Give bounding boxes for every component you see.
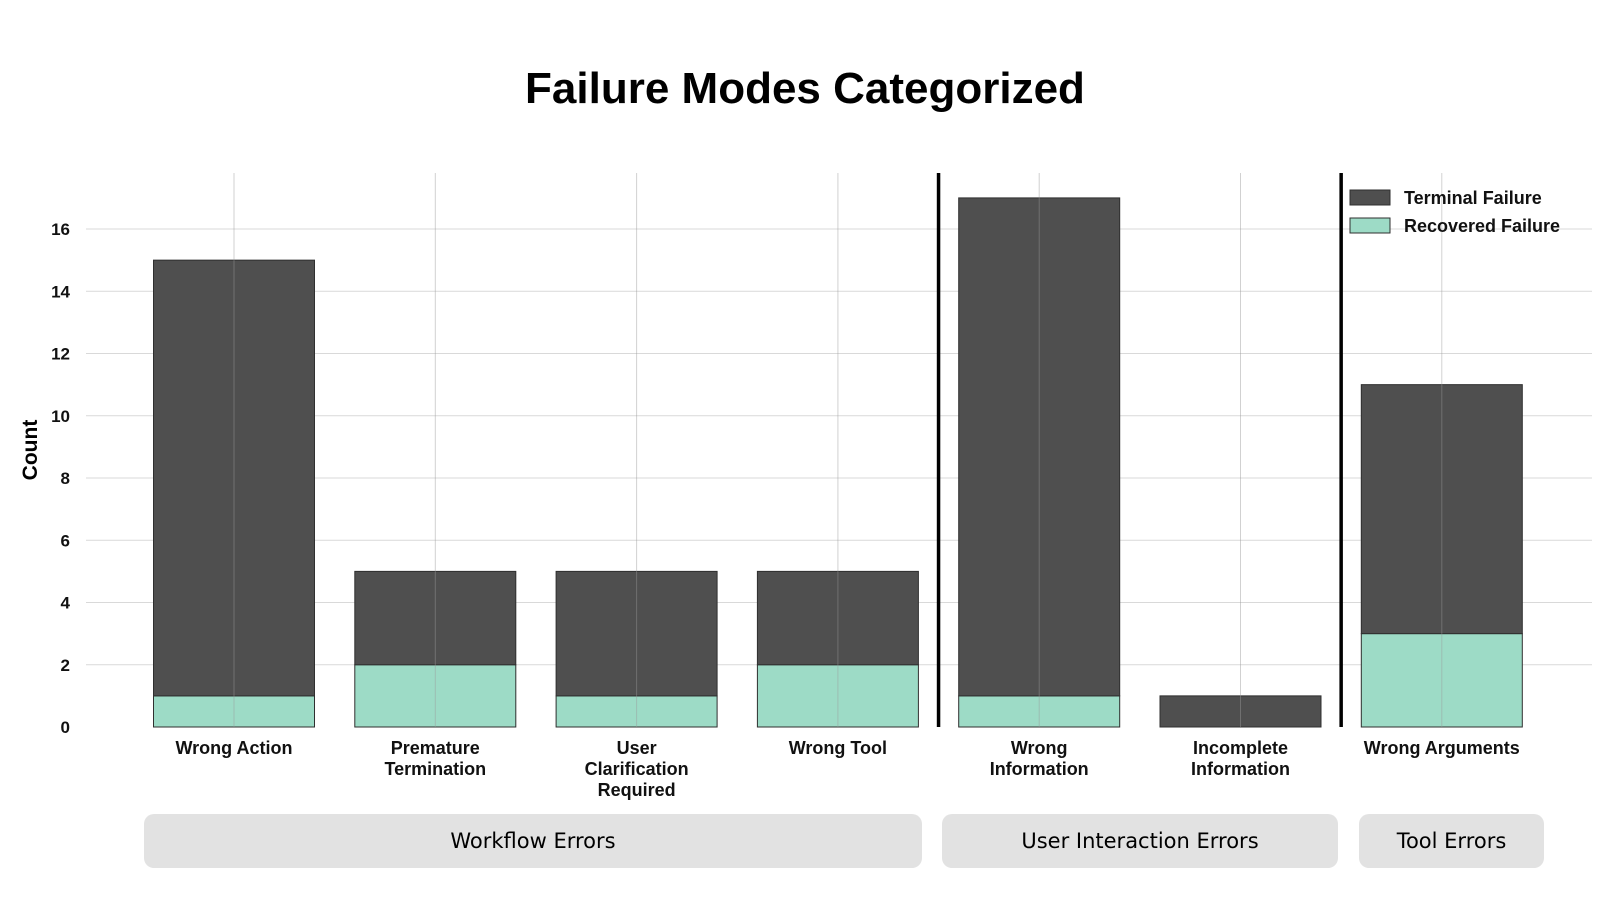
y-tick-label: 14 — [51, 282, 70, 301]
x-tick-label: Information — [1191, 759, 1290, 779]
x-tick-label: Wrong Arguments — [1364, 738, 1520, 758]
x-tick-label: Premature — [391, 738, 480, 758]
x-tick-label: User — [617, 738, 657, 758]
bar-terminal-1 — [354, 570, 517, 666]
y-tick-label: 0 — [61, 718, 70, 737]
bar-terminal-6 — [1360, 384, 1523, 635]
bar-recovered-1 — [354, 664, 517, 728]
x-tick-label: Termination — [384, 759, 486, 779]
x-tick-label: Clarification — [585, 759, 689, 779]
x-tick-label: Wrong Tool — [789, 738, 887, 758]
bar-terminal-5 — [1159, 695, 1322, 728]
bar-terminal-0 — [153, 259, 315, 697]
y-tick-label: 4 — [61, 594, 71, 613]
y-tick-label: 12 — [51, 345, 70, 364]
x-tick-label: Information — [990, 759, 1089, 779]
y-tick-label: 10 — [51, 407, 70, 426]
legend-label: Terminal Failure — [1404, 188, 1542, 208]
legend-swatch — [1349, 189, 1391, 206]
legend-label: Recovered Failure — [1404, 216, 1560, 236]
y-tick-label: 16 — [51, 220, 70, 239]
x-tick-label: Required — [598, 780, 676, 800]
bar-terminal-4 — [958, 197, 1121, 697]
bar-recovered-0 — [153, 695, 315, 728]
bar-recovered-3 — [756, 664, 919, 728]
group-label-workflow-errors: Workflow Errors — [144, 814, 922, 868]
y-tick-label: 6 — [61, 531, 70, 550]
bar-terminal-2 — [555, 570, 718, 697]
bar-recovered-6 — [1360, 633, 1523, 728]
x-tick-label: Incomplete — [1193, 738, 1288, 758]
x-tick-label: Wrong Action — [176, 738, 293, 758]
group-label-user-interaction-errors: User Interaction Errors — [942, 814, 1338, 868]
y-axis-label: Count — [19, 420, 42, 481]
bar-recovered-4 — [958, 695, 1121, 728]
x-tick-label: Wrong — [1011, 738, 1068, 758]
bar-recovered-2 — [555, 695, 718, 728]
y-tick-label: 2 — [61, 656, 70, 675]
bar-terminal-3 — [756, 570, 919, 666]
legend-swatch — [1349, 217, 1391, 234]
y-tick-label: 8 — [61, 469, 70, 488]
chart-title: Failure Modes Categorized — [525, 64, 1085, 113]
group-label-tool-errors: Tool Errors — [1359, 814, 1544, 868]
